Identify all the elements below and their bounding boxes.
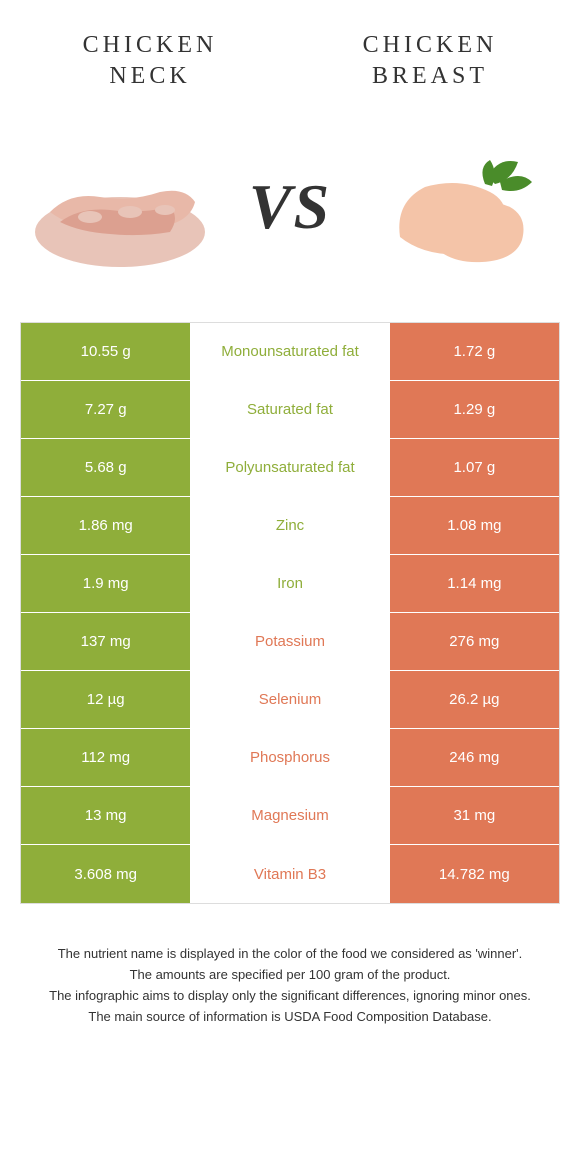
- table-row: 1.86 mgZinc1.08 mg: [21, 497, 559, 555]
- nutrient-label: Polyunsaturated fat: [190, 439, 389, 496]
- nutrient-label: Potassium: [190, 613, 389, 670]
- footer-notes: The nutrient name is displayed in the co…: [0, 904, 580, 1047]
- left-value: 112 mg: [21, 729, 190, 786]
- nutrient-label: Vitamin B3: [190, 845, 389, 903]
- left-value: 3.608 mg: [21, 845, 190, 903]
- footer-line: The infographic aims to display only the…: [30, 986, 550, 1007]
- table-row: 112 mgPhosphorus246 mg: [21, 729, 559, 787]
- right-value: 31 mg: [390, 787, 559, 844]
- left-value: 137 mg: [21, 613, 190, 670]
- footer-line: The amounts are specified per 100 gram o…: [30, 965, 550, 986]
- right-title: CHICKEN BREAST: [340, 30, 520, 92]
- left-title: CHICKEN NECK: [60, 30, 240, 92]
- nutrient-label: Selenium: [190, 671, 389, 728]
- table-row: 7.27 gSaturated fat1.29 g: [21, 381, 559, 439]
- nutrient-label: Zinc: [190, 497, 389, 554]
- right-value: 1.08 mg: [390, 497, 559, 554]
- left-value: 10.55 g: [21, 323, 190, 380]
- right-value: 276 mg: [390, 613, 559, 670]
- nutrient-label: Magnesium: [190, 787, 389, 844]
- nutrient-label: Phosphorus: [190, 729, 389, 786]
- right-value: 1.29 g: [390, 381, 559, 438]
- vs-label: VS: [249, 170, 331, 244]
- table-row: 10.55 gMonounsaturated fat1.72 g: [21, 323, 559, 381]
- table-row: 5.68 gPolyunsaturated fat1.07 g: [21, 439, 559, 497]
- footer-line: The nutrient name is displayed in the co…: [30, 944, 550, 965]
- table-row: 3.608 mgVitamin B314.782 mg: [21, 845, 559, 903]
- nutrient-label: Saturated fat: [190, 381, 389, 438]
- left-value: 1.86 mg: [21, 497, 190, 554]
- right-value: 14.782 mg: [390, 845, 559, 903]
- right-value: 1.07 g: [390, 439, 559, 496]
- left-value: 12 µg: [21, 671, 190, 728]
- right-food-image: [370, 142, 550, 272]
- left-value: 7.27 g: [21, 381, 190, 438]
- footer-line: The main source of information is USDA F…: [30, 1007, 550, 1028]
- right-value: 1.14 mg: [390, 555, 559, 612]
- left-value: 13 mg: [21, 787, 190, 844]
- left-food-image: [30, 142, 210, 272]
- table-row: 12 µgSelenium26.2 µg: [21, 671, 559, 729]
- right-value: 26.2 µg: [390, 671, 559, 728]
- table-row: 137 mgPotassium276 mg: [21, 613, 559, 671]
- right-value: 1.72 g: [390, 323, 559, 380]
- right-value: 246 mg: [390, 729, 559, 786]
- table-row: 1.9 mgIron1.14 mg: [21, 555, 559, 613]
- left-value: 5.68 g: [21, 439, 190, 496]
- table-row: 13 mgMagnesium31 mg: [21, 787, 559, 845]
- comparison-table: 10.55 gMonounsaturated fat1.72 g7.27 gSa…: [20, 322, 560, 904]
- nutrient-label: Iron: [190, 555, 389, 612]
- nutrient-label: Monounsaturated fat: [190, 323, 389, 380]
- left-value: 1.9 mg: [21, 555, 190, 612]
